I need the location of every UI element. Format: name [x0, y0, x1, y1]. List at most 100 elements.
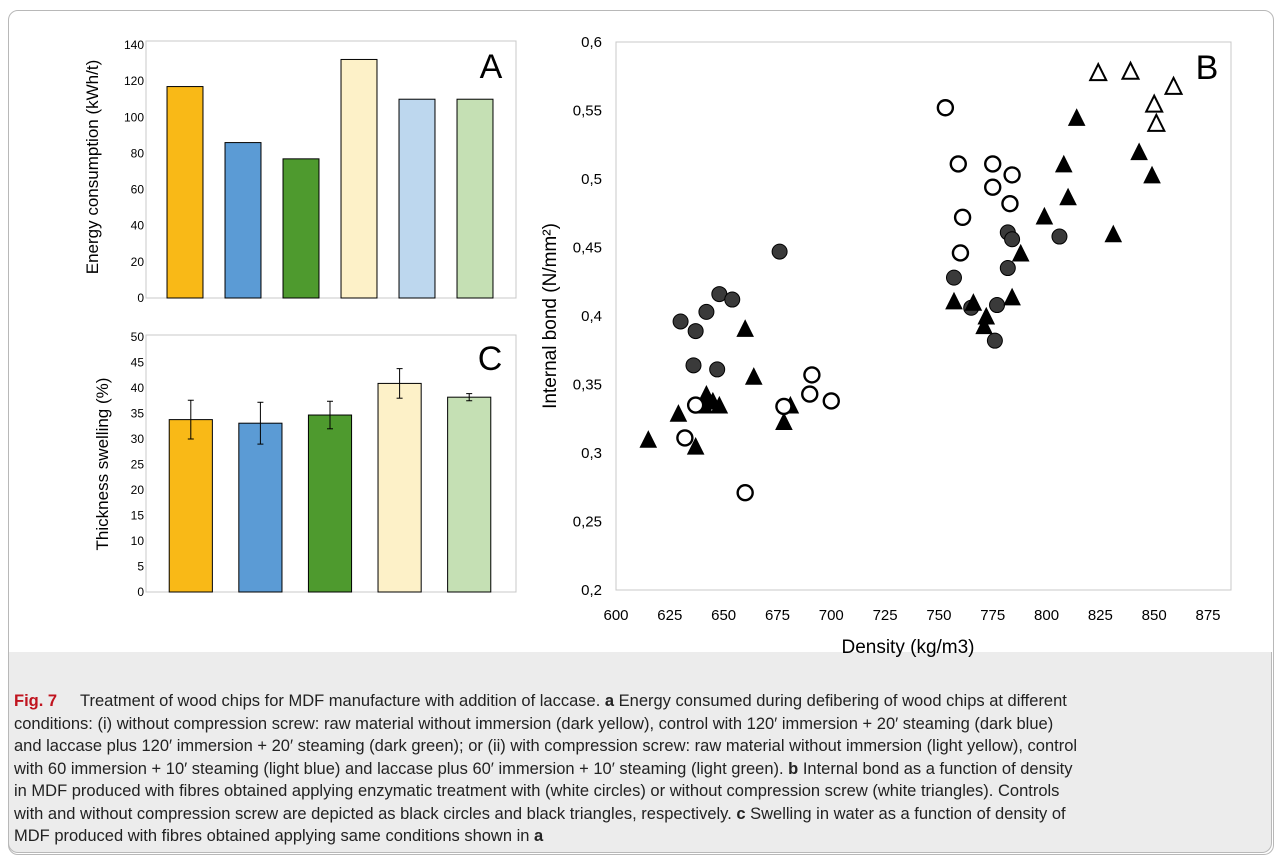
- panel-b-point-filled-triangle: [1130, 142, 1148, 161]
- panel-a-bar-chart: Energy consumption (kWh/t) A 0 20 40 60 80 10…: [83, 38, 517, 305]
- panel-c-error-bar: [466, 393, 473, 402]
- panel-a-y-tick-label: 40: [131, 219, 145, 233]
- panel-b-point-open-circle: [775, 397, 793, 416]
- panel-c-y-axis-label: Thickness swelling (%): [93, 378, 112, 551]
- caption-box: [8, 652, 1272, 853]
- panel-b-point-open-circle: [984, 178, 1002, 196]
- panel-b-x-tick-label: 800: [1034, 607, 1059, 624]
- panel-b-y-tick-label: 0,5: [581, 171, 602, 188]
- panel-b-y-tick-label: 0,4: [581, 308, 602, 325]
- caption-figure-label: Fig. 7: [14, 692, 58, 710]
- panel-c-error-bar: [257, 401, 264, 445]
- panel-b-point-filled-circle: [1051, 228, 1068, 245]
- panel-b-point-open-triangle: [1146, 112, 1166, 132]
- panel-b-point-filled-circle: [945, 269, 962, 286]
- panel-b-letter: B: [1196, 49, 1219, 87]
- panel-a-bar: [282, 158, 320, 299]
- panel-b-x-tick-label: 875: [1195, 607, 1220, 624]
- panel-b-point-filled-triangle: [1104, 224, 1123, 243]
- panel-b-x-tick-label: 600: [603, 607, 628, 624]
- caption-text: Internal bond as a function of density: [798, 759, 1073, 778]
- panel-a-y-tick-label: 60: [131, 183, 145, 197]
- panel-b-scatter-plot: Internal bond (N/mm²) Density (kg/m3) B …: [540, 34, 1232, 658]
- panel-c-y-tick-label: 25: [131, 458, 145, 472]
- panel-a-y-tick-label: 120: [124, 74, 144, 88]
- panel-b-point-filled-triangle: [639, 430, 658, 448]
- panel-c-error-bar: [396, 368, 403, 399]
- panel-a-y-tick-label: 100: [124, 110, 144, 124]
- panel-b-y-tick-label: 0,45: [573, 240, 602, 257]
- figure-caption: Fig. 7 Treatment of wood chips for MDF ma…: [14, 690, 1265, 848]
- panel-a-bar: [166, 86, 204, 299]
- panel-c-y-tick-label: 0: [137, 585, 144, 599]
- caption-panel-ref: a: [604, 692, 615, 710]
- caption-panel-ref: b: [788, 759, 799, 778]
- panel-c-y-tick-label: 30: [131, 432, 145, 446]
- panel-b-point-filled-circle: [685, 357, 702, 374]
- panel-b-x-tick-label: 750: [926, 607, 951, 624]
- caption-text: Swelling in water as a function of densi…: [745, 804, 1066, 823]
- caption-text: conditions: (i) without compression scre…: [14, 714, 1054, 733]
- panel-a-y-tick-label: 0: [137, 291, 144, 305]
- panel-b-x-tick-label: 775: [980, 607, 1005, 624]
- panel-c-y-tick-label: 20: [131, 483, 145, 497]
- panel-c-error-bar: [187, 399, 194, 440]
- panel-b-point-filled-triangle: [1067, 108, 1086, 126]
- panel-c-bar: [168, 419, 213, 593]
- panel-b-point-filled-circle: [687, 323, 704, 340]
- panel-c-y-tick-label: 5: [137, 560, 144, 574]
- panel-c-bar-chart: Thickness swelling (%) C 0 5 10 15 20 25 30 35 4…: [93, 330, 517, 599]
- panel-b-point-filled-triangle: [669, 404, 688, 422]
- panel-b-x-axis-label: Density (kg/m3): [841, 637, 974, 658]
- panel-b-point-filled-triangle: [1059, 187, 1077, 206]
- caption-line: in MDF produced with fibres obtained app…: [14, 780, 1265, 803]
- caption-line: MDF produced with fibres obtained applyi…: [14, 825, 1265, 848]
- panel-b-point-filled-triangle: [1011, 243, 1030, 262]
- panel-c-bar: [238, 422, 283, 593]
- panel-a-y-tick-label: 20: [131, 255, 145, 269]
- panel-b-point-filled-circle: [1004, 231, 1021, 248]
- panel-c-letter: C: [478, 340, 503, 378]
- panel-b-point-open-circle: [736, 484, 754, 502]
- panel-b-x-tick-label: 850: [1142, 607, 1167, 624]
- panel-b-point-filled-triangle: [977, 306, 996, 325]
- panel-b-point-open-circle: [803, 366, 821, 384]
- panel-c-bar: [447, 396, 492, 593]
- panel-b-x-tick-label: 700: [819, 607, 844, 624]
- panel-b-point-filled-triangle: [736, 319, 754, 337]
- panel-b-point-open-triangle: [1120, 60, 1141, 80]
- caption-text: in MDF produced with fibres obtained app…: [14, 782, 1060, 800]
- panel-a-plot-area: [145, 40, 517, 299]
- caption-line: with and without compression screw are d…: [14, 803, 1265, 826]
- panel-b-y-tick-label: 0,3: [581, 445, 602, 462]
- caption-panel-ref: a: [534, 827, 544, 845]
- caption-line: Treatment of wood chips for MDF manufact…: [80, 690, 1265, 713]
- panel-c-y-tick-label: 15: [131, 509, 145, 523]
- caption-text: and laccase plus 120′ immersion + 20′ st…: [14, 737, 1078, 755]
- panel-b-point-filled-circle: [698, 303, 715, 320]
- panel-b-point-filled-circle: [771, 243, 788, 260]
- panel-b-y-tick-label: 0,35: [573, 377, 602, 394]
- caption-text: with 60 immersion + 10′ steaming (light …: [14, 759, 789, 778]
- figure-charts: Energy consumption (kWh/t) A 0 20 40 60 80 10…: [83, 34, 1232, 658]
- panel-b-x-tick-label: 650: [711, 607, 736, 624]
- panel-b-point-open-circle: [1003, 166, 1021, 184]
- panel-b-point-filled-triangle: [744, 367, 763, 385]
- panel-c-y-tick-label: 10: [131, 534, 145, 548]
- caption-line: and laccase plus 120′ immersion + 20′ st…: [14, 735, 1265, 758]
- caption-line: conditions: (i) without compression scre…: [14, 713, 1265, 736]
- panel-b-point-filled-triangle: [1054, 154, 1073, 173]
- panel-a-bar: [456, 98, 494, 299]
- panel-b-point-filled-triangle: [1003, 287, 1021, 306]
- panel-c-y-tick-label: 35: [131, 407, 145, 421]
- panel-b-point-open-circle: [1001, 194, 1019, 213]
- panel-b-y-tick-label: 0,2: [581, 582, 602, 599]
- panel-b-point-open-circle: [953, 208, 972, 227]
- panel-b-point-open-circle: [936, 99, 955, 117]
- panel-b-y-tick-label: 0,25: [573, 514, 602, 531]
- panel-b-point-filled-triangle: [964, 293, 983, 311]
- panel-b-point-open-circle: [801, 385, 819, 403]
- caption-text: Treatment of wood chips for MDF manufact…: [80, 692, 605, 710]
- caption-text: MDF produced with fibres obtained applyi…: [14, 827, 535, 845]
- panel-b-point-open-triangle: [1144, 93, 1164, 113]
